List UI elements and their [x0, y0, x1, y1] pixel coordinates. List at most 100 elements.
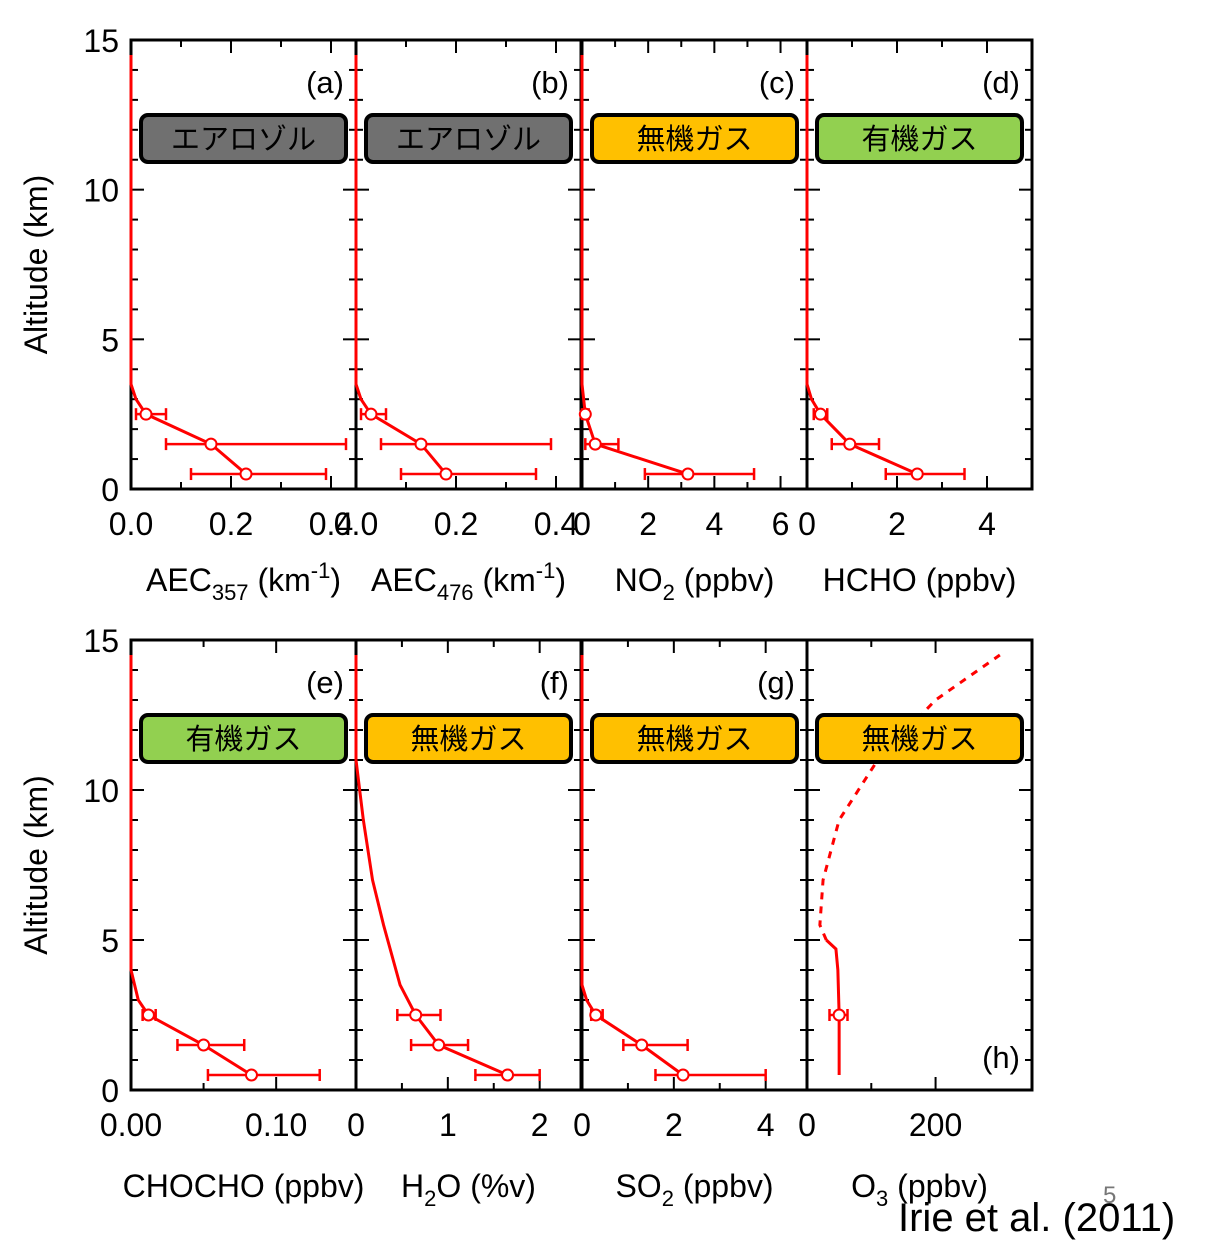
- panel-label: (d): [982, 65, 1020, 100]
- data-point: [578, 407, 592, 421]
- data-point: [676, 1068, 690, 1082]
- category-label: 有機ガス: [861, 123, 977, 156]
- x-tick-label: 0.10: [245, 1107, 307, 1143]
- data-point: [588, 437, 602, 451]
- panel-frame: [580, 638, 809, 1092]
- panel-label: (b): [531, 65, 569, 100]
- page-number: 5: [1103, 1182, 1117, 1209]
- data-point: [681, 467, 695, 481]
- y-tick-label: 0: [101, 1073, 119, 1109]
- x-axis-label: H2O (%v): [401, 1168, 536, 1211]
- y-axis-label: Altitude (km): [18, 175, 54, 355]
- x-axis-label: SO2 (ppbv): [615, 1168, 773, 1211]
- data-point: [814, 407, 827, 421]
- panel-d: 0 2 4 有機ガス(d) HCHO (ppbv): [798, 38, 1034, 598]
- x-tick-label: 0.2: [209, 506, 253, 542]
- category-badge: [815, 713, 1024, 764]
- y-axis-label: Altitude (km): [18, 775, 54, 955]
- x-tick-label: 0: [798, 506, 816, 542]
- data-point: [409, 1008, 423, 1022]
- data-point: [141, 1008, 155, 1022]
- panel-a: 0.0 0.2 0.4 エアロゾル (a) AEC357 (km-1): [109, 38, 358, 605]
- x-tick-label: 0.4: [309, 506, 353, 542]
- x-tick-label: 2: [888, 506, 906, 542]
- y-tick-label: 15: [83, 23, 119, 59]
- data-point: [239, 467, 253, 481]
- data-point: [439, 467, 453, 481]
- panel-label: (f): [540, 665, 569, 700]
- profile-line: [354, 655, 509, 1077]
- x-tick-label: 0.00: [100, 1107, 162, 1143]
- panel-b: 0.0 0.2 0.4 エアロゾル (b) AEC476 (km-1): [334, 38, 583, 605]
- data-point: [832, 1008, 846, 1022]
- x-tick-label: 0.4: [534, 506, 578, 542]
- profile-line: [825, 938, 841, 1075]
- x-tick-label: 2: [531, 1107, 549, 1143]
- data-point: [589, 1008, 603, 1022]
- category-badge: [590, 113, 799, 164]
- data-point: [910, 467, 924, 481]
- panel-frame: [354, 38, 583, 491]
- x-axis-label: NO2 (ppbv): [615, 562, 775, 605]
- data-point: [364, 407, 378, 421]
- x-tick-label: 200: [909, 1107, 962, 1143]
- panel-e: 0.00 0.10 有機ガス(e) CHOCHO (ppbv): [100, 638, 364, 1204]
- x-axis-label: AEC476 (km-1): [371, 558, 566, 605]
- x-tick-label: 0: [573, 506, 591, 542]
- data-point: [204, 437, 218, 451]
- profile-line: [129, 655, 253, 1077]
- profile-line: [580, 54, 689, 476]
- x-axis-label: HCHO (ppbv): [823, 562, 1017, 598]
- profile-line-dashed: [818, 653, 1001, 941]
- panel-label: (h): [982, 1040, 1020, 1075]
- profile-line: [354, 54, 448, 475]
- citation: Irie et al. (2011): [898, 1196, 1176, 1240]
- category-badge: [139, 113, 348, 164]
- x-tick-label: 0: [573, 1107, 591, 1143]
- x-tick-label: 0.2: [434, 506, 478, 542]
- panel-h: 0 200 無機ガス (h) O3 (ppbv): [798, 638, 1034, 1211]
- x-tick-label: 6: [772, 506, 790, 542]
- x-tick-label: 0: [347, 1107, 365, 1143]
- category-label: 無機ガス: [636, 723, 752, 756]
- x-tick-label: 0.0: [334, 506, 378, 542]
- panel-label: (e): [306, 665, 344, 700]
- category-badge: [590, 713, 799, 764]
- x-tick-label: 4: [978, 506, 996, 542]
- category-badge: [364, 113, 573, 164]
- category-label: 無機ガス: [861, 723, 977, 756]
- data-point: [843, 437, 857, 451]
- panel-frame: [805, 38, 1034, 491]
- y-tick-label: 0: [101, 472, 119, 508]
- panel-frame: [580, 38, 809, 491]
- category-label: 無機ガス: [410, 723, 526, 756]
- panel-label: (g): [757, 665, 795, 700]
- panel-label: (c): [759, 65, 795, 100]
- category-badge: [364, 713, 573, 764]
- data-point: [244, 1068, 258, 1082]
- data-point: [432, 1038, 446, 1052]
- x-tick-label: 4: [757, 1107, 775, 1143]
- x-tick-label: 0: [798, 1107, 816, 1143]
- category-label: エアロゾル: [171, 123, 316, 156]
- x-tick-label: 4: [705, 506, 723, 542]
- data-point: [501, 1068, 515, 1082]
- category-badge: [139, 713, 348, 764]
- profile-line: [129, 54, 247, 476]
- category-badge: [815, 113, 1024, 164]
- x-tick-label: 2: [665, 1107, 683, 1143]
- x-axis-label: AEC357 (km-1): [146, 558, 341, 605]
- category-label: エアロゾル: [396, 123, 541, 156]
- panel-f: 0 1 2 無機ガス (f) H2O (%v): [347, 638, 583, 1211]
- panel-frame: [805, 638, 1034, 1092]
- category-label: 無機ガス: [636, 123, 752, 156]
- profile-line: [580, 655, 684, 1077]
- data-point: [197, 1038, 211, 1052]
- x-tick-label: 1: [439, 1107, 457, 1143]
- panel-g: 0 2 4 無機ガス(g) SO2 (ppbv): [573, 638, 809, 1211]
- data-point: [414, 437, 428, 451]
- y-tick-label: 5: [101, 923, 119, 959]
- category-label: 有機ガス: [185, 723, 301, 756]
- panel-c: 0 2 4 6 無機ガス(c) NO2 (ppbv): [573, 38, 809, 605]
